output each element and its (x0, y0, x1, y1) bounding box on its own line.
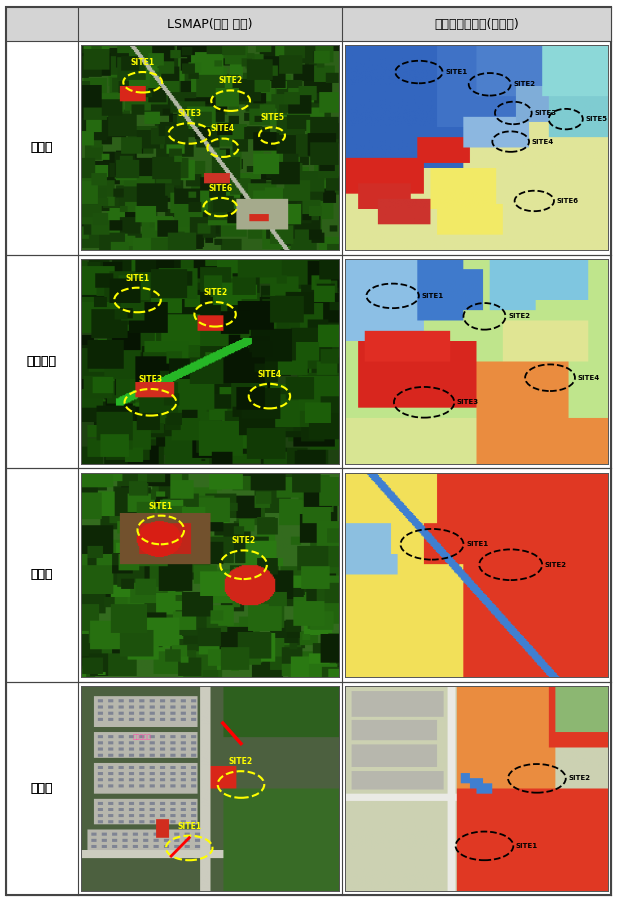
Text: SITE1: SITE1 (445, 69, 467, 75)
Text: 산사태위험지도(산림청): 산사태위험지도(산림청) (434, 18, 519, 31)
Text: SITE1: SITE1 (177, 822, 201, 831)
Text: SITE1: SITE1 (149, 502, 173, 511)
Text: SITE1: SITE1 (421, 293, 444, 298)
Text: 남양주시: 남양주시 (27, 355, 57, 368)
Text: SITE2: SITE2 (203, 288, 227, 297)
Text: 두산아파트: 두산아파트 (132, 734, 151, 741)
Text: SITE2: SITE2 (513, 81, 536, 87)
Text: 원주시: 원주시 (31, 782, 53, 795)
Text: LSMAP(개발 모델): LSMAP(개발 모델) (167, 18, 253, 31)
Bar (342, 7, 611, 41)
Text: SITE3: SITE3 (534, 110, 557, 116)
Text: SITE2: SITE2 (508, 314, 530, 319)
Text: SITE4: SITE4 (211, 124, 235, 133)
Text: 인제군: 인제군 (31, 568, 53, 582)
Text: SITE2: SITE2 (545, 562, 567, 568)
Text: 원주시: 원주시 (31, 782, 53, 795)
Text: 남양주시: 남양주시 (27, 355, 57, 368)
Text: SITE2: SITE2 (229, 757, 253, 766)
Bar (78, 7, 342, 41)
Text: SITE3: SITE3 (457, 399, 479, 405)
Bar (6, 7, 78, 41)
Text: SITE2: SITE2 (218, 76, 242, 85)
Text: SITE3: SITE3 (138, 375, 162, 384)
Text: SITE1: SITE1 (516, 843, 538, 849)
Text: 인제군: 인제군 (31, 568, 53, 582)
Text: SITE3: SITE3 (177, 109, 201, 118)
Text: SITE6: SITE6 (557, 198, 579, 204)
Text: SITE2: SITE2 (568, 775, 590, 781)
Text: SITE5: SITE5 (260, 113, 284, 122)
Text: SITE5: SITE5 (586, 116, 608, 122)
Text: 의왕시: 의왕시 (31, 141, 53, 155)
Text: SITE1: SITE1 (466, 541, 488, 547)
Text: SITE1: SITE1 (131, 58, 155, 67)
Text: 의왕시: 의왕시 (31, 141, 53, 155)
Text: SITE1: SITE1 (125, 273, 149, 282)
Text: SITE6: SITE6 (208, 183, 233, 192)
Text: SITE4: SITE4 (578, 375, 600, 381)
Text: SITE2: SITE2 (231, 537, 255, 546)
Text: SITE4: SITE4 (257, 369, 281, 378)
Text: SITE4: SITE4 (532, 138, 554, 145)
